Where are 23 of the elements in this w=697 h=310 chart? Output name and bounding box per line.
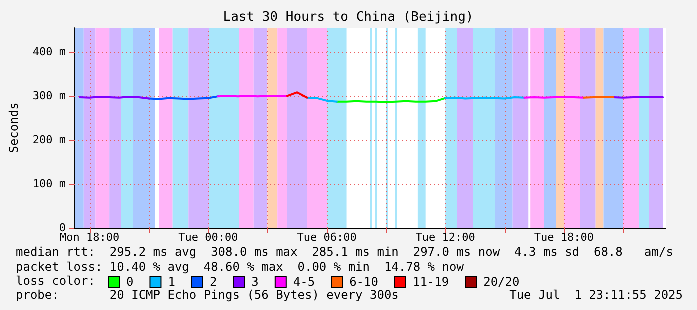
text: Tue Jul 1 23:11:55 2025 <box>510 288 683 302</box>
y-axis-title: Seconds <box>7 102 21 154</box>
legend-label: 3 <box>252 275 259 289</box>
legend-label: 0 <box>126 275 134 289</box>
x-tick-label: Tue 12:00 <box>416 231 476 244</box>
legend-title: loss color: <box>16 274 96 288</box>
chart-title: Last 30 Hours to China (Beijing) <box>223 10 474 25</box>
legend-label: 4-5 <box>293 275 316 289</box>
x-tick-label: Tue 00:00 <box>178 231 238 244</box>
legend-label: 11-19 <box>412 275 450 289</box>
text: median rtt: 295.2 ms avg 308.0 ms max 285.1 ms min 297.0 ms now 4.3 ms sd 68.8 am/s <box>16 245 674 259</box>
y-tick-label: 200 m <box>32 134 66 147</box>
x-tick-label: Tue 18:00 <box>534 231 594 244</box>
legend-label: 20/20 <box>484 275 520 289</box>
text: probe: 20 ICMP Echo Pings (56 Bytes) every 300s <box>16 288 399 302</box>
y-tick-label: 400 m <box>32 46 66 59</box>
legend-label: 2 <box>210 275 218 289</box>
y-tick-label: 100 m <box>32 178 66 191</box>
x-tick-label: Tue 06:00 <box>297 231 357 244</box>
legend-label: 6-10 <box>350 275 378 289</box>
text: packet loss: 10.40 % avg 48.60 % max 0.00 % min 14.78 % now <box>16 260 465 274</box>
y-tick-label: 300 m <box>32 90 66 103</box>
legend-label: 1 <box>168 275 176 289</box>
